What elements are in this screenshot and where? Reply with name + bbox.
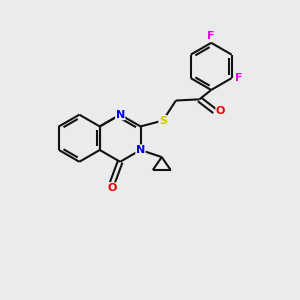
Text: O: O: [216, 106, 225, 116]
Text: F: F: [235, 73, 242, 83]
Text: N: N: [116, 110, 125, 120]
Text: O: O: [108, 183, 117, 193]
Text: S: S: [159, 116, 167, 126]
Text: N: N: [136, 145, 145, 155]
Text: F: F: [207, 31, 215, 41]
